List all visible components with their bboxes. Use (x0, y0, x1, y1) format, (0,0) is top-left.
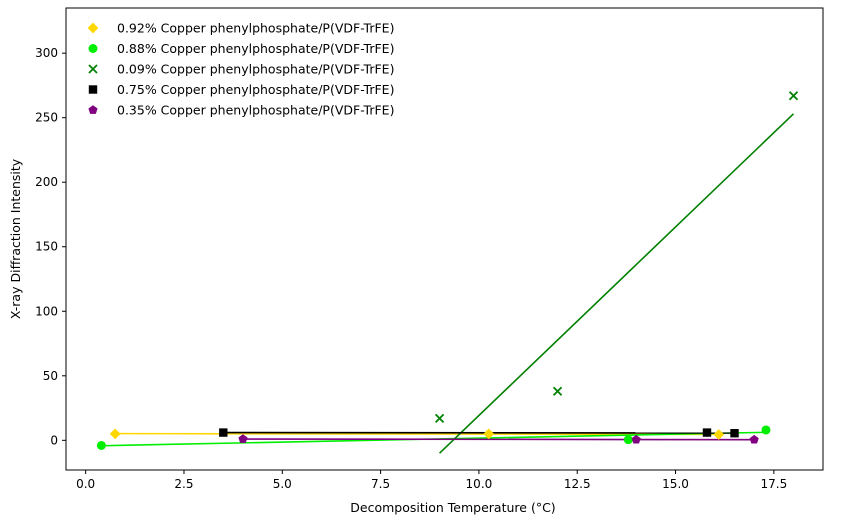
data-point (623, 435, 633, 445)
legend-marker (87, 22, 99, 34)
data-point (702, 428, 712, 437)
y-tick-label: 300 (35, 46, 58, 60)
y-tick-label: 250 (35, 111, 58, 125)
data-point (434, 413, 445, 424)
x-tick-label: 10.0 (466, 477, 493, 491)
fit-lines (101, 113, 795, 454)
data-point (96, 440, 106, 450)
y-tick-label: 100 (35, 304, 58, 318)
plot-area (66, 8, 823, 470)
data-point (730, 429, 739, 438)
x-tick-label: 12.5 (564, 477, 591, 491)
y-tick-label: 50 (43, 369, 58, 383)
legend-marker (88, 64, 98, 74)
legend-marker (88, 44, 98, 53)
y-tick-label: 150 (35, 240, 58, 254)
legend-label: 0.75% Copper phenylphosphate/P(VDF-TrFE) (117, 82, 394, 97)
data-point (631, 434, 641, 444)
fit-line (115, 432, 719, 436)
x-tick-label: 15.0 (662, 477, 689, 491)
plot-frame (65, 7, 824, 471)
legend-marker (88, 105, 98, 114)
x-tick-label: 0.0 (76, 477, 95, 491)
legend-label: 0.88% Copper phenylphosphate/P(VDF-TrFE) (117, 41, 394, 56)
legend-label: 0.35% Copper phenylphosphate/P(VDF-TrFE) (117, 103, 394, 118)
data-point (552, 386, 563, 396)
data-point (483, 428, 495, 440)
legend-label: 0.09% Copper phenylphosphate/P(VDF-TrFE) (117, 62, 394, 77)
legend-label: 0.92% Copper phenylphosphate/P(VDF-TrFE) (117, 21, 394, 36)
data-point (109, 428, 121, 440)
x-tick-label: 2.5 (174, 477, 193, 491)
legend-marker (88, 85, 98, 94)
x-axis-ticks: 0.0 2.5 5.0 7.5 10.0 12.5 15.0 17.5 (76, 470, 787, 491)
fit-line (439, 113, 795, 454)
data-point (713, 429, 725, 440)
data-point (219, 428, 228, 437)
y-axis-label: X-ray Diffraction Intensity (8, 158, 23, 319)
x-tick-label: 5.0 (273, 477, 292, 491)
data-point (238, 434, 248, 443)
legend: 0.92% Copper phenylphosphate/P(VDF-TrFE)… (87, 21, 394, 118)
data-markers (96, 91, 799, 450)
y-tick-label: 200 (35, 175, 58, 189)
y-tick-label: 0 (50, 433, 58, 447)
data-point (749, 434, 759, 444)
x-tick-label: 17.5 (760, 477, 787, 491)
y-axis-ticks: 0 50 100 150 200 250 300 (35, 46, 66, 447)
fit-line (242, 438, 755, 441)
x-axis-label: Decomposition Temperature (°C) (350, 500, 555, 515)
data-point (788, 91, 799, 101)
x-tick-label: 7.5 (371, 477, 390, 491)
data-point (761, 425, 771, 435)
